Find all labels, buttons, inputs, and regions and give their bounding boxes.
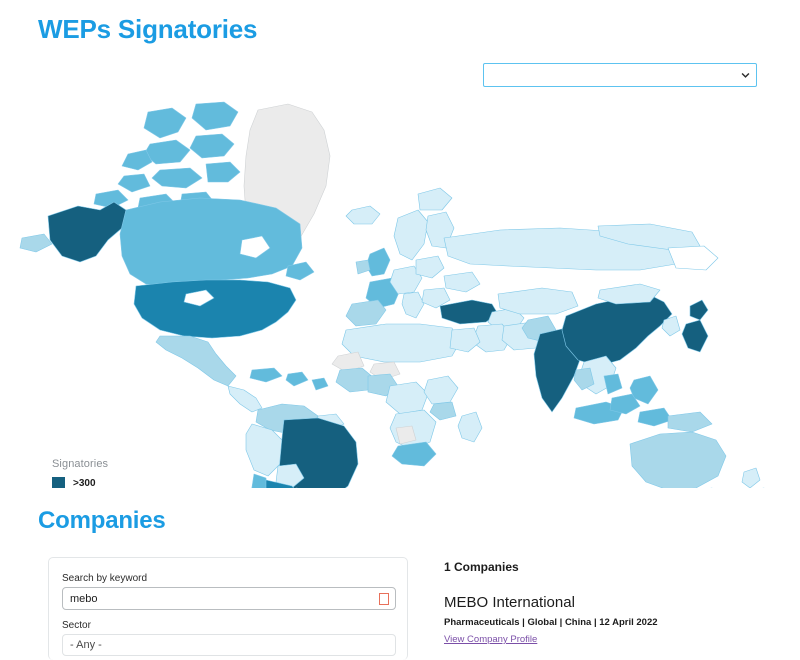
hudson-bay [239, 235, 271, 259]
country-myanmar [573, 367, 595, 391]
country-svalbard [417, 187, 453, 211]
country-argentina [265, 479, 295, 488]
keyword-field-label: Search by keyword [62, 573, 148, 584]
company-meta: Pharmaceuticals | Global | China | 12 Ap… [444, 617, 658, 628]
country-mexico [155, 335, 237, 387]
sector-select[interactable]: - Any - [62, 634, 396, 656]
country-philippines [629, 375, 659, 405]
legend-swatch [52, 476, 65, 488]
region-east-africa [423, 375, 459, 405]
country-aleutians [19, 233, 53, 253]
view-company-profile-link[interactable]: View Company Profile [444, 634, 538, 645]
country-vietnam [603, 373, 623, 395]
result-list: MEBO International Pharmaceuticals | Glob… [444, 594, 774, 647]
country-filter-wrapper [483, 63, 757, 87]
country-iceland [345, 205, 381, 225]
country-germany [389, 265, 423, 295]
map-legend: Signatories >300200-300100-20050-100<500 [52, 458, 110, 488]
great-lakes [183, 289, 215, 307]
country-russia-far-east [667, 245, 719, 271]
legend-row: >300 [52, 475, 110, 488]
country-papua-new-guinea [667, 411, 713, 433]
country-canada [119, 197, 303, 287]
map-svg [19, 101, 765, 488]
region-korea [661, 315, 681, 337]
country-japan [681, 319, 709, 353]
country-ukraine [443, 271, 481, 293]
country-namibia-zero [395, 425, 417, 445]
section-title-companies: Companies [38, 507, 166, 534]
company-filter-card: Search by keyword Sector - Any - [48, 557, 408, 660]
search-keyword-input[interactable] [62, 587, 396, 610]
sector-field: Sector - Any - [62, 620, 396, 656]
company-result-item: MEBO International Pharmaceuticals | Glob… [444, 594, 774, 647]
country-ireland [355, 259, 371, 275]
country-united-kingdom [365, 247, 391, 277]
country-china [561, 293, 673, 367]
company-name: MEBO International [444, 594, 575, 611]
region-north-africa [341, 323, 461, 363]
keyword-field: Search by keyword [62, 573, 396, 610]
country-mongolia [597, 283, 661, 305]
country-egypt [449, 327, 481, 353]
country-japan-north [689, 299, 709, 321]
country-chile [251, 473, 267, 488]
country-filter-select[interactable] [483, 63, 757, 87]
legend-label: >300 [73, 477, 96, 489]
country-italy [401, 291, 425, 319]
country-united-states [133, 279, 297, 339]
keyword-input-wrapper [62, 587, 396, 610]
region-central-america [227, 385, 263, 413]
country-spain [345, 299, 387, 327]
results-count: 1 Companies [444, 560, 519, 574]
region-caribbean [249, 367, 329, 391]
clear-input-icon[interactable] [379, 592, 389, 605]
region-balkans [421, 287, 451, 309]
country-madagascar [457, 411, 483, 443]
region-central-asia [497, 287, 579, 315]
country-australia [629, 431, 727, 488]
country-south-africa [391, 441, 437, 467]
region-poland-baltics [415, 255, 445, 279]
country-alaska [47, 201, 127, 263]
sector-field-label: Sector [62, 620, 91, 631]
country-canada-east [285, 261, 315, 281]
company-results: 1 Companies MEBO International Pharmaceut… [444, 560, 774, 647]
country-indonesia-sulawesi [637, 407, 673, 427]
country-indonesia-borneo [609, 393, 641, 415]
country-norway-sweden [393, 209, 429, 261]
page-title: WEPs Signatories [38, 14, 258, 44]
country-new-zealand-north [741, 467, 761, 488]
country-canada-arctic [93, 101, 241, 213]
country-peru [245, 423, 285, 477]
legend-title: Signatories [52, 458, 109, 470]
country-kenya-tanzania [429, 401, 457, 421]
world-choropleth-map[interactable]: Signatories >300200-300100-20050-100<500 [0, 98, 800, 488]
country-bolivia [275, 463, 305, 488]
region-central-africa [385, 381, 429, 415]
